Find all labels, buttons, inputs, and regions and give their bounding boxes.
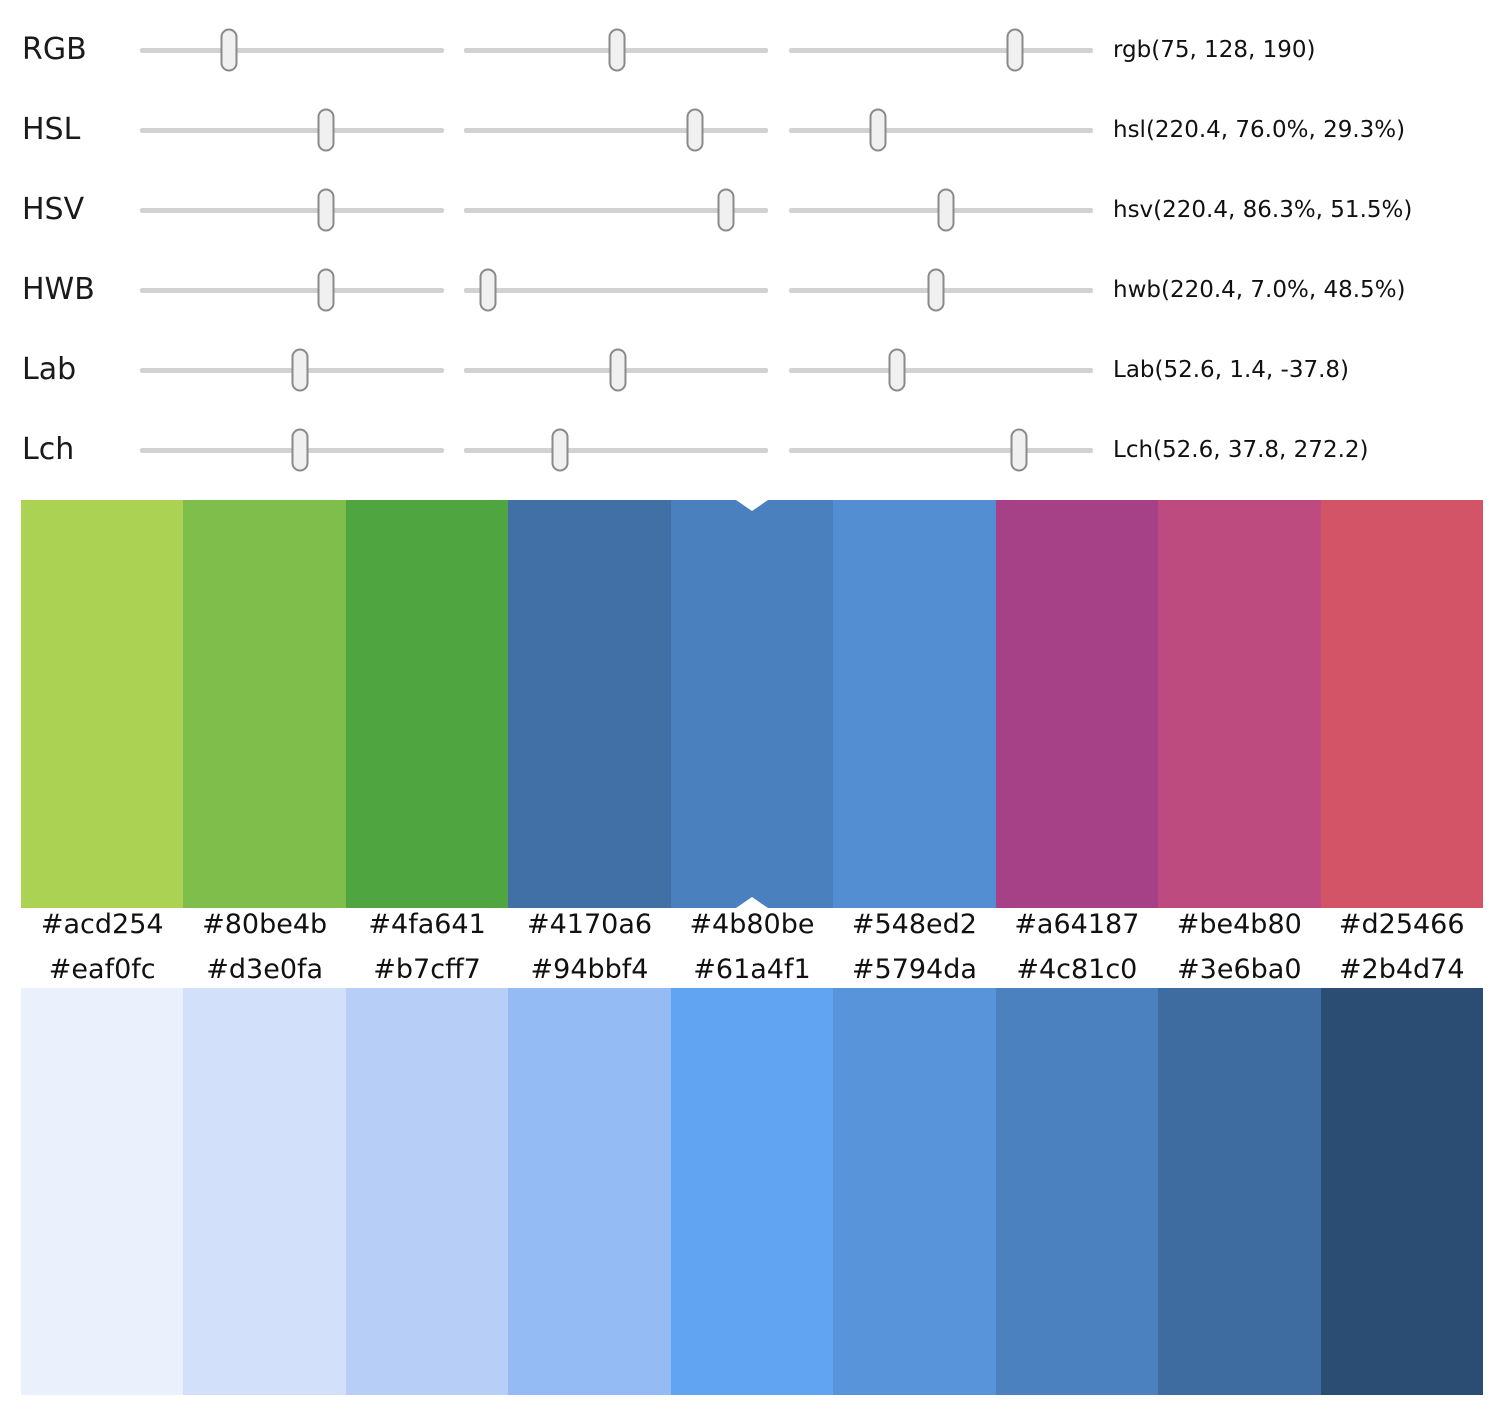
slider-row-hwb: HWB hwb(220.4, 7.0%, 48.5%) [0,250,1501,330]
shade-swatch-4[interactable] [670,988,834,1395]
hwb-value-text: hwb(220.4, 7.0%, 48.5%) [1113,277,1406,303]
hue-hex-label-0: #acd254 [40,909,164,940]
hsl-l-slider-track[interactable] [789,108,1093,152]
colorspace-label-hsv: HSV [22,192,85,227]
shade-hex-label-5: #5794da [851,954,977,985]
lch-c-slider-track[interactable] [464,428,768,472]
hsv-v-slider-track[interactable] [789,188,1093,232]
rgb-b-slider-knob[interactable] [1006,28,1024,72]
shade-swatch-0[interactable] [21,988,184,1395]
hwb-h-slider-knob[interactable] [317,268,335,312]
hue-hex-label-4: #4b80be [689,909,815,940]
hue-swatch-8[interactable] [1320,500,1483,908]
shade-swatch-5[interactable] [833,988,996,1395]
hue-swatch-4-selected[interactable] [670,500,834,908]
hsl-h-slider-track[interactable] [140,108,444,152]
colorspace-label-rgb: RGB [22,32,87,67]
hue-hex-label-2: #4fa641 [368,909,486,940]
hsv-s-slider-track[interactable] [464,188,768,232]
rgb-r-slider-track[interactable] [140,28,444,72]
rgb-g-slider-knob[interactable] [608,28,626,72]
shade-swatch-7[interactable] [1158,988,1321,1395]
shade-hex-label-8: #2b4d74 [1338,954,1465,985]
hue-swatch-6[interactable] [995,500,1159,908]
selected-color-notch-bottom [736,897,768,908]
hue-swatch-0[interactable] [21,500,184,908]
lab-a-slider-knob[interactable] [609,348,627,392]
shade-hex-label-row: #eaf0fc #d3e0fa #b7cff7 #94bbf4 #61a4f1 … [21,950,1483,990]
shade-hex-label-4: #61a4f1 [693,954,811,985]
rgb-g-slider-track[interactable] [464,28,768,72]
hue-hex-label-1: #80be4b [202,909,328,940]
slider-row-rgb: RGB rgb(75, 128, 190) [0,10,1501,90]
hue-hex-label-7: #be4b80 [1176,909,1302,940]
hsv-h-slider-track[interactable] [140,188,444,232]
shade-hex-label-3: #94bbf4 [530,954,649,985]
hwb-w-slider-knob[interactable] [479,268,497,312]
shade-palette [21,988,1483,1395]
rgb-r-slider-knob[interactable] [220,28,238,72]
hue-hex-label-8: #d25466 [1338,909,1465,940]
lab-l-slider-knob[interactable] [291,348,309,392]
shade-hex-label-1: #d3e0fa [206,954,324,985]
hue-hex-label-6: #a64187 [1014,909,1140,940]
lab-value-text: Lab(52.6, 1.4, -37.8) [1113,357,1349,383]
hsl-l-slider-knob[interactable] [869,108,887,152]
hsv-value-text: hsv(220.4, 86.3%, 51.5%) [1113,197,1413,223]
hwb-w-slider-track[interactable] [464,268,768,312]
hsl-s-slider-knob[interactable] [686,108,704,152]
shade-hex-label-2: #b7cff7 [373,954,481,985]
shade-swatch-3[interactable] [508,988,671,1395]
shade-swatch-6[interactable] [995,988,1159,1395]
hsv-h-slider-knob[interactable] [317,188,335,232]
hsl-s-slider-track[interactable] [464,108,768,152]
shade-swatch-1[interactable] [183,988,346,1395]
lch-c-slider-knob[interactable] [551,428,569,472]
shade-hex-label-0: #eaf0fc [48,954,156,985]
hsv-v-slider-knob[interactable] [937,188,955,232]
slider-row-hsl: HSL hsl(220.4, 76.0%, 29.3%) [0,90,1501,170]
hwb-b-slider-track[interactable] [789,268,1093,312]
hue-swatch-7[interactable] [1158,500,1321,908]
shade-swatch-2[interactable] [345,988,509,1395]
selected-color-notch-top [736,500,768,511]
lab-l-slider-track[interactable] [140,348,444,392]
lab-a-slider-track[interactable] [464,348,768,392]
hue-hex-label-5: #548ed2 [851,909,977,940]
hwb-b-slider-knob[interactable] [927,268,945,312]
lch-h-slider-track[interactable] [789,428,1093,472]
lch-value-text: Lch(52.6, 37.8, 272.2) [1113,437,1369,463]
shade-hex-label-6: #4c81c0 [1016,954,1138,985]
lch-l-slider-knob[interactable] [291,428,309,472]
hue-palette [21,500,1483,908]
slider-row-hsv: HSV hsv(220.4, 86.3%, 51.5%) [0,170,1501,250]
hue-swatch-2[interactable] [345,500,509,908]
slider-row-lab: Lab Lab(52.6, 1.4, -37.8) [0,330,1501,410]
colorspace-label-hsl: HSL [22,112,81,147]
hwb-h-slider-track[interactable] [140,268,444,312]
lch-h-slider-knob[interactable] [1010,428,1028,472]
slider-row-lch: Lch Lch(52.6, 37.8, 272.2) [0,410,1501,490]
hue-swatch-3[interactable] [508,500,671,908]
shade-hex-label-7: #3e6ba0 [1177,954,1302,985]
colorspace-label-hwb: HWB [22,272,95,307]
hsv-s-slider-knob[interactable] [717,188,735,232]
hue-swatch-5[interactable] [833,500,996,908]
shade-swatch-8[interactable] [1320,988,1483,1395]
hsl-value-text: hsl(220.4, 76.0%, 29.3%) [1113,117,1406,143]
hsl-h-slider-knob[interactable] [317,108,335,152]
colorspace-label-lab: Lab [22,352,77,387]
rgb-b-slider-track[interactable] [789,28,1093,72]
rgb-value-text: rgb(75, 128, 190) [1113,37,1316,63]
hue-hex-label-3: #4170a6 [527,909,653,940]
hue-hex-label-row: #acd254 #80be4b #4fa641 #4170a6 #4b80be … [21,905,1483,945]
lab-b-slider-track[interactable] [789,348,1093,392]
colorspace-label-lch: Lch [22,432,75,467]
hue-swatch-1[interactable] [183,500,346,908]
lch-l-slider-track[interactable] [140,428,444,472]
lab-b-slider-knob[interactable] [888,348,906,392]
